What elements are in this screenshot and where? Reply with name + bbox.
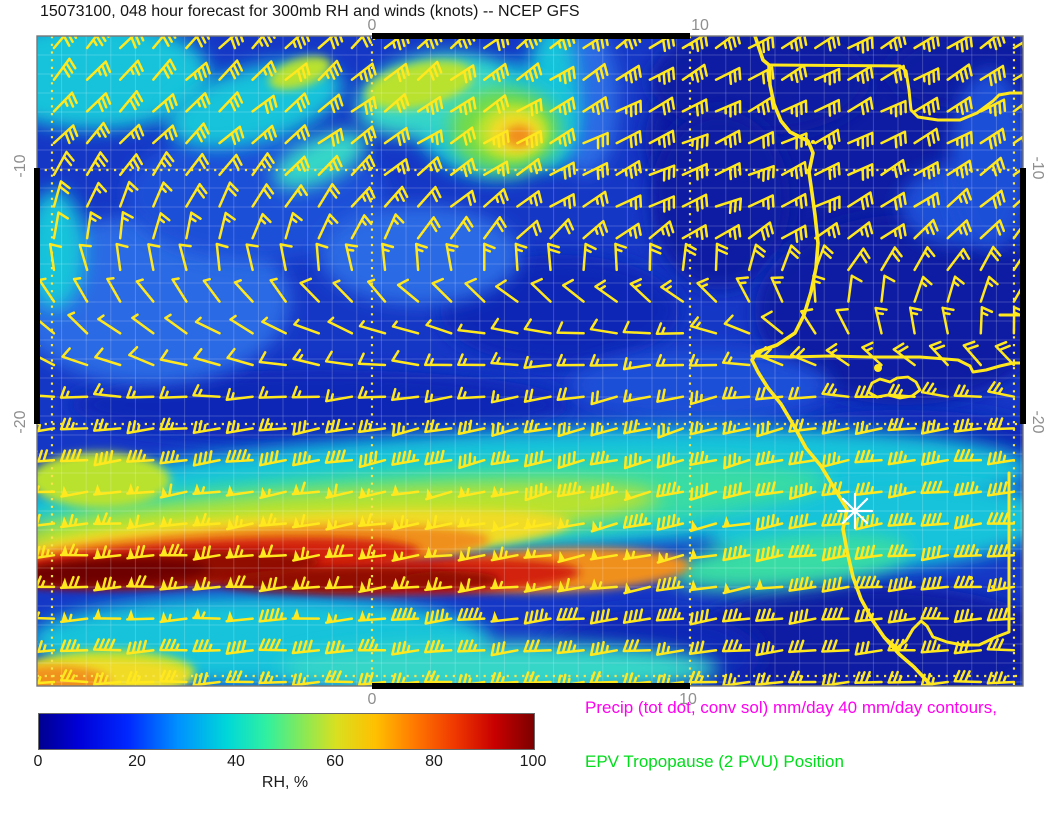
colorbar-label: RH, % <box>261 774 309 791</box>
right-axis-tick--20: -20 <box>1029 410 1046 434</box>
top-axis-tick-10: 10 <box>691 17 709 34</box>
right-axis-tick--10: -10 <box>1029 156 1046 180</box>
colorbar-tick-60: 60 <box>326 753 344 770</box>
rh-colorbar <box>38 713 535 750</box>
colorbar-tick-0: 0 <box>33 753 43 770</box>
bottom-axis-tick-10: 10 <box>679 691 697 708</box>
colorbar-tick-20: 20 <box>128 753 146 770</box>
site-star-marker <box>836 492 874 530</box>
top-axis-tick-0: 0 <box>367 17 377 34</box>
colorbar-tick-40: 40 <box>227 753 245 770</box>
legend-epv-tropopause: EPV Tropopause (2 PVU) Position <box>585 752 844 771</box>
colorbar-tick-100: 100 <box>519 753 547 770</box>
left-axis-tick--10: -10 <box>12 154 29 178</box>
page-title: 15073100, 048 hour forecast for 300mb RH… <box>40 3 580 20</box>
colorbar-tick-80: 80 <box>425 753 443 770</box>
left-axis-tick--20: -20 <box>12 410 29 434</box>
bottom-axis-tick-0: 0 <box>367 691 377 708</box>
legend-precip: Precip (tot dot, conv sol) mm/day 40 mm/… <box>585 698 997 717</box>
